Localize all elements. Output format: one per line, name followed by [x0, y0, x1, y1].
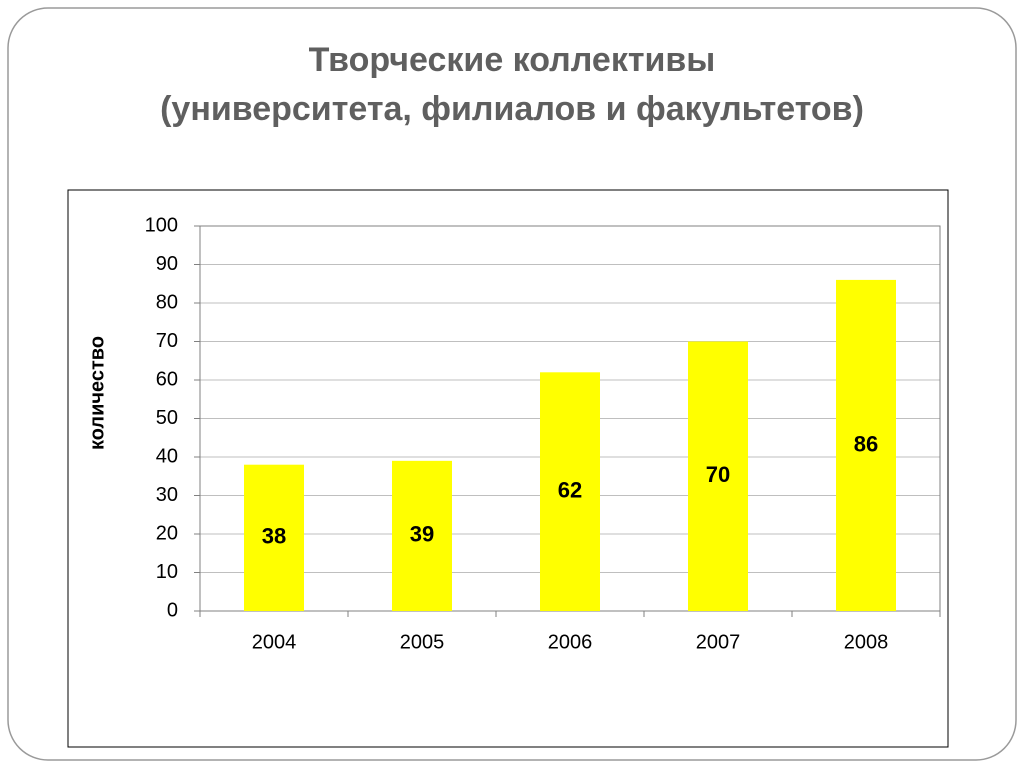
bar [836, 279, 896, 611]
y-tick-label: 20 [156, 522, 178, 544]
x-tick-label: 2006 [548, 631, 593, 653]
bar [244, 464, 304, 611]
y-axis-label: количество [86, 336, 108, 450]
y-tick-label: 70 [156, 330, 178, 352]
y-tick-label: 90 [156, 253, 178, 275]
bar [540, 372, 600, 611]
bar [392, 460, 452, 611]
data-label: 70 [706, 462, 730, 487]
data-label: 38 [262, 524, 286, 549]
y-tick-label: 80 [156, 291, 178, 313]
y-tick-label: 30 [156, 484, 178, 506]
data-label: 86 [854, 431, 878, 456]
data-label: 39 [410, 522, 434, 547]
y-tick-label: 50 [156, 407, 178, 429]
data-label: 62 [558, 477, 582, 502]
x-tick-label: 2005 [400, 631, 445, 653]
x-tick-label: 2008 [844, 631, 889, 653]
y-tick-label: 40 [156, 445, 178, 467]
title-line: Творческие коллективы [309, 41, 716, 79]
chart-frame [67, 189, 949, 748]
y-tick-label: 10 [156, 561, 178, 583]
x-tick-label: 2004 [252, 631, 297, 653]
y-tick-label: 0 [167, 599, 178, 621]
y-tick-label: 100 [145, 214, 178, 236]
bar [688, 341, 748, 611]
y-tick-label: 60 [156, 368, 178, 390]
title-line: (университета, филиалов и факультетов) [160, 90, 864, 128]
x-tick-label: 2007 [696, 631, 741, 653]
